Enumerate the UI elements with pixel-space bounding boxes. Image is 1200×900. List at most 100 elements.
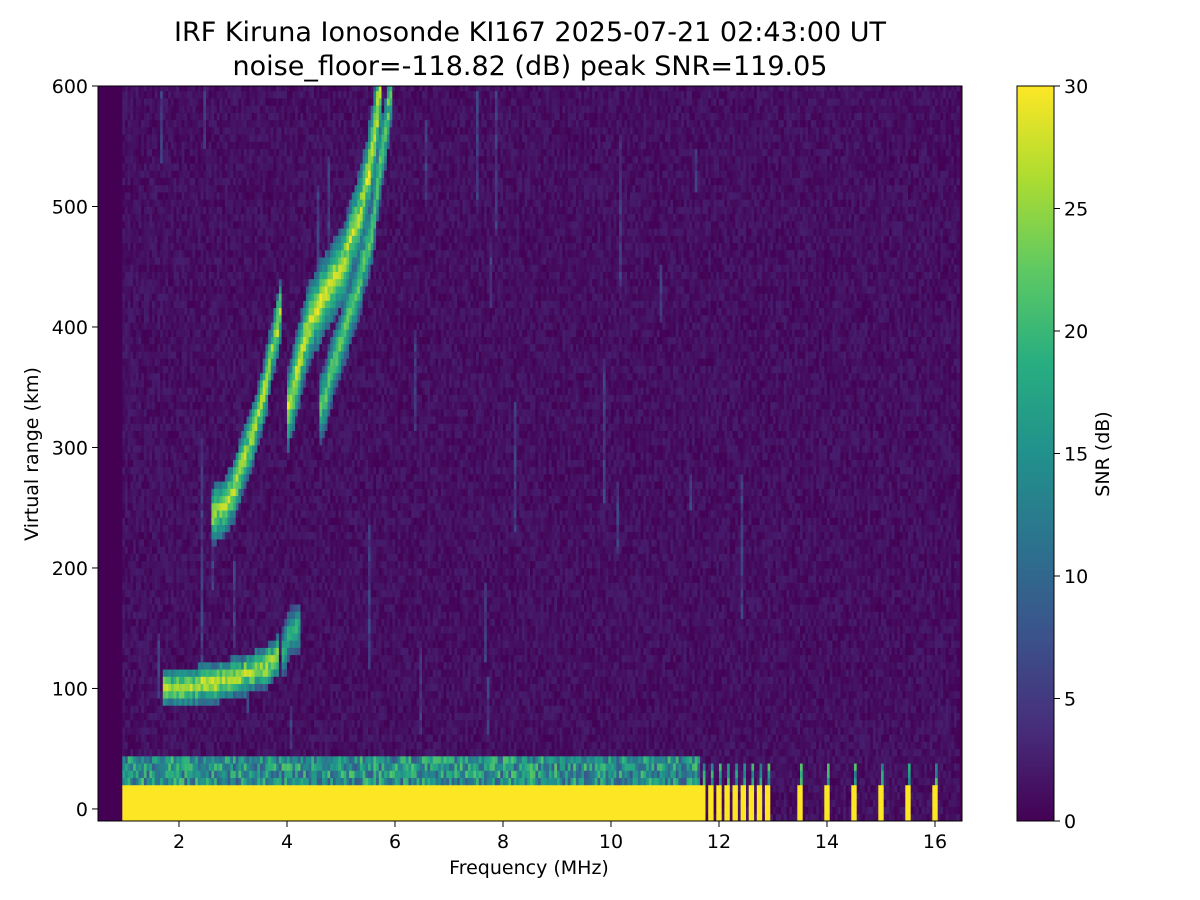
heatmap-cell (260, 705, 263, 713)
heatmap-cell (214, 655, 217, 663)
heatmap-cell (206, 727, 209, 735)
heatmap-cell (122, 141, 125, 149)
heatmap-cell (168, 235, 171, 243)
heatmap-cell (217, 163, 220, 171)
heatmap-cell (166, 546, 169, 554)
heatmap-cell (236, 134, 239, 142)
heatmap-cell (133, 734, 136, 749)
heatmap-cell (149, 214, 152, 222)
heatmap-cell (179, 619, 182, 627)
heatmap-cell (257, 669, 260, 677)
heatmap-cell (187, 734, 190, 742)
heatmap-cell (155, 163, 158, 171)
heatmap-cell (179, 113, 182, 128)
heatmap-cell (244, 561, 247, 569)
heatmap-cell (230, 734, 233, 742)
heatmap-cell (244, 633, 247, 641)
heatmap-cell (238, 691, 241, 699)
heatmap-cell (176, 380, 179, 388)
heatmap-cell (198, 199, 201, 207)
heatmap-cell (217, 113, 220, 121)
heatmap-cell (130, 113, 133, 121)
heatmap-cell (171, 127, 174, 135)
heatmap-cell (190, 322, 193, 330)
heatmap-cell (125, 228, 128, 236)
heatmap-cell (252, 532, 255, 540)
heatmap-cell (157, 228, 160, 236)
heatmap-cell (133, 575, 136, 583)
heatmap-cell (209, 619, 212, 627)
heatmap-cell (152, 387, 155, 395)
heatmap-cell (255, 366, 258, 374)
heatmap-cell (222, 785, 225, 822)
heatmap-cell (168, 272, 171, 280)
heatmap-cell (201, 387, 204, 395)
heatmap-cell (255, 409, 258, 417)
heatmap-cell (260, 257, 263, 265)
heatmap-cell (217, 517, 220, 525)
heatmap-cell (139, 156, 142, 164)
heatmap-cell (228, 676, 231, 684)
heatmap-cell (187, 84, 190, 92)
heatmap-cell (228, 575, 231, 583)
heatmap-cell (233, 763, 236, 771)
heatmap-cell (141, 322, 144, 330)
heatmap-cell (252, 431, 255, 439)
heatmap-cell (211, 785, 214, 822)
heatmap-cell (122, 496, 125, 504)
heatmap-cell (187, 358, 190, 366)
heatmap-cell (222, 409, 225, 417)
heatmap-cell (233, 554, 236, 562)
heatmap-cell (139, 409, 142, 417)
heatmap-cell (209, 322, 212, 330)
heatmap-cell (168, 568, 171, 576)
heatmap-cell (220, 221, 223, 229)
heatmap-cell (182, 91, 185, 99)
heatmap-cell (241, 676, 244, 684)
heatmap-cell (225, 474, 228, 482)
heatmap-cell (236, 676, 239, 684)
heatmap-cell (141, 337, 144, 345)
heatmap-cell (152, 235, 155, 243)
heatmap-cell (211, 503, 214, 511)
heatmap-cell (217, 626, 220, 634)
heatmap-cell (225, 669, 228, 677)
heatmap-cell (222, 496, 225, 504)
heatmap-cell (125, 481, 128, 489)
heatmap-cell (139, 163, 142, 171)
heatmap-cell (152, 409, 155, 417)
heatmap-cell (260, 590, 263, 598)
heatmap-cell (201, 366, 204, 381)
heatmap-cell (198, 684, 201, 692)
heatmap-cell (209, 698, 212, 706)
heatmap-cell (203, 329, 206, 337)
heatmap-cell (198, 344, 201, 352)
heatmap-cell (147, 691, 150, 699)
heatmap-cell (149, 358, 152, 366)
heatmap-cell (147, 84, 150, 92)
heatmap-cell (220, 329, 223, 337)
heatmap-cell (160, 402, 163, 417)
heatmap-cell (190, 481, 193, 489)
heatmap-cell (182, 474, 185, 482)
heatmap-cell (149, 170, 152, 178)
heatmap-cell (193, 539, 196, 547)
heatmap-cell (128, 698, 131, 706)
heatmap-cell (176, 590, 179, 605)
heatmap-cell (176, 691, 179, 699)
heatmap-cell (184, 655, 187, 663)
heatmap-cell (155, 785, 158, 822)
heatmap-cell (198, 691, 201, 699)
heatmap-cell (157, 575, 160, 583)
heatmap-cell (222, 337, 225, 345)
heatmap-cell (168, 626, 171, 634)
heatmap-cell (252, 394, 255, 402)
heatmap-cell (228, 633, 231, 641)
heatmap-cell (190, 98, 193, 106)
heatmap-cell (144, 778, 147, 786)
heatmap-cell (201, 257, 204, 265)
heatmap-cell (206, 554, 209, 562)
heatmap-cell (206, 669, 209, 677)
heatmap-cell (128, 575, 131, 583)
heatmap-cell (133, 662, 136, 670)
